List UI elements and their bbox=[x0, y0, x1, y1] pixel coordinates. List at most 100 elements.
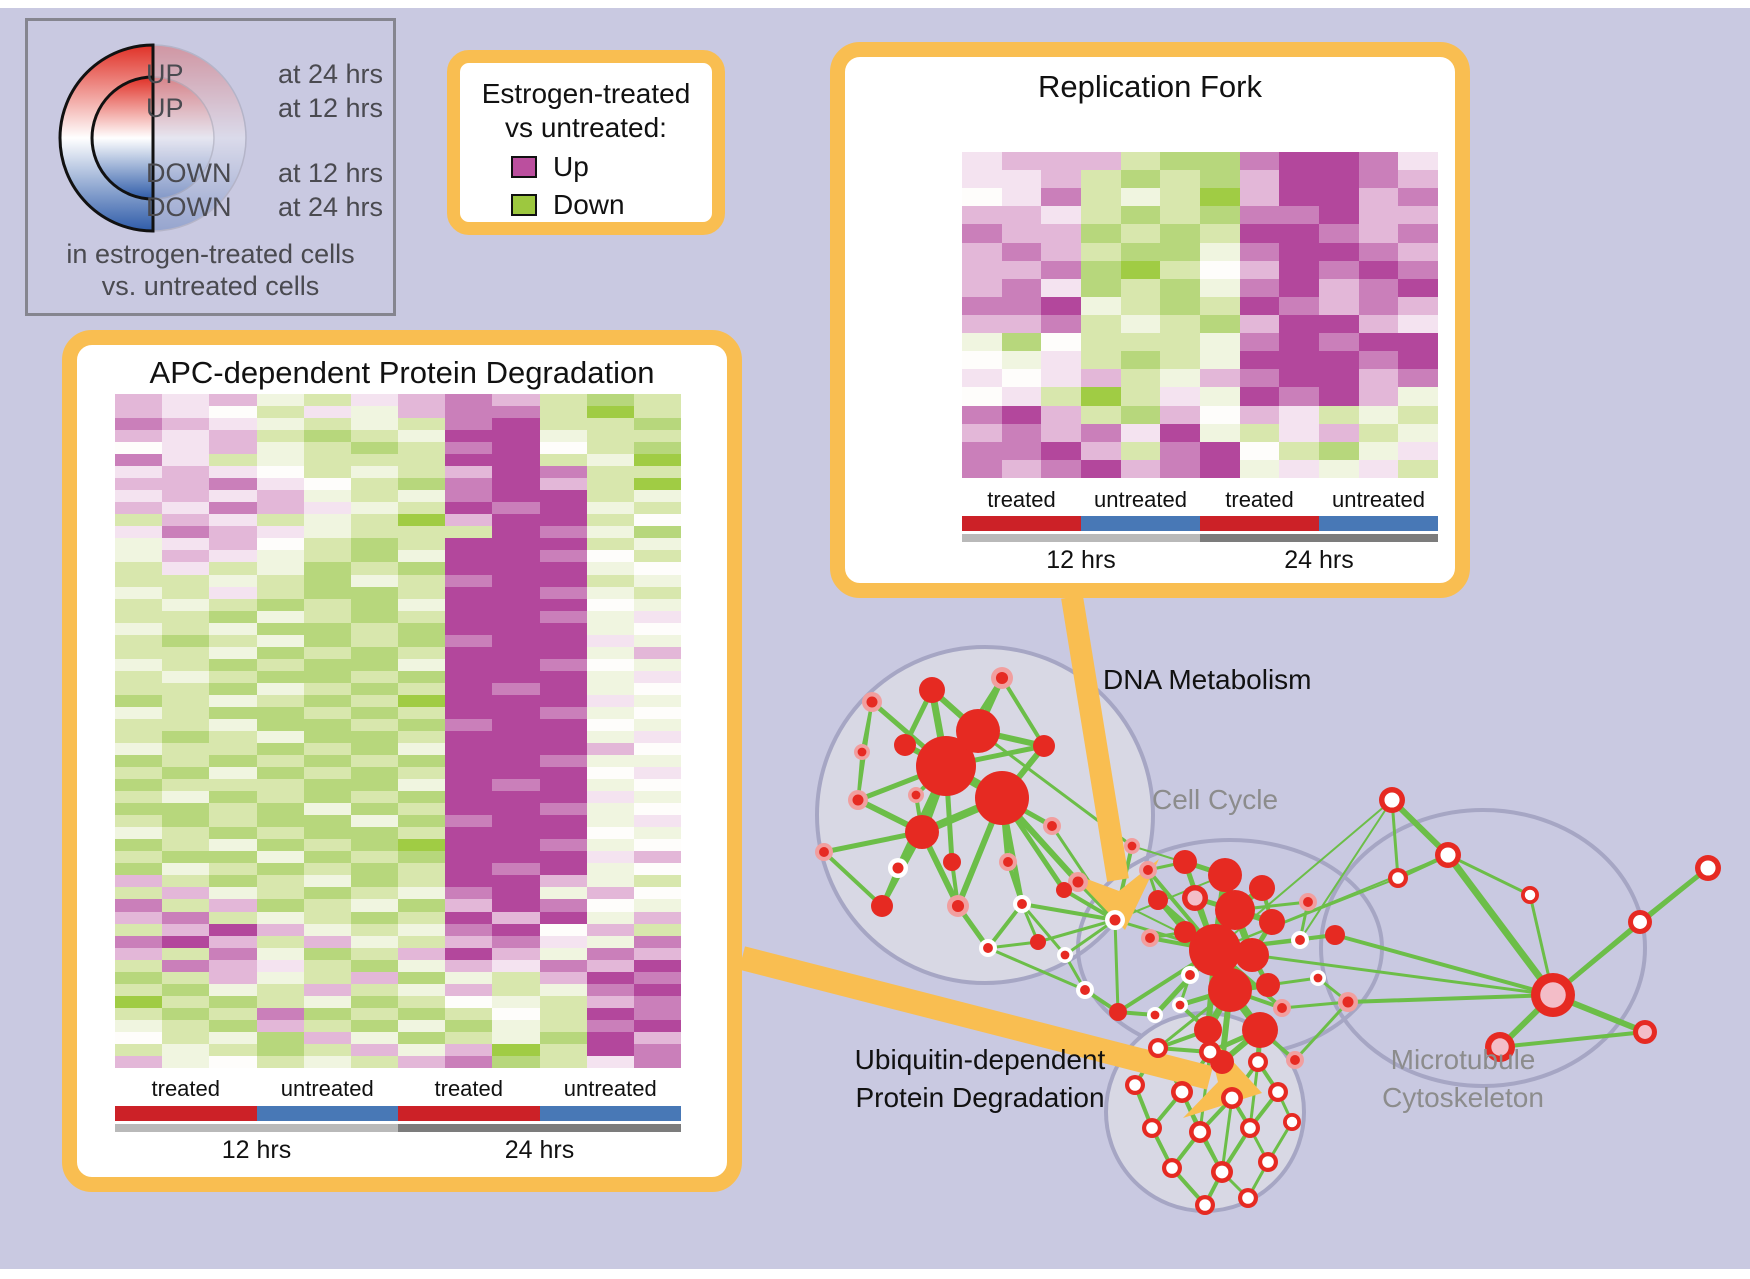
heatmap-cell bbox=[162, 1043, 210, 1056]
heatmap-cell bbox=[1279, 224, 1319, 243]
heatmap-cell bbox=[162, 875, 210, 888]
heatmap-cell bbox=[633, 490, 681, 503]
heatmap-cell bbox=[1001, 459, 1042, 478]
heatmap-cell bbox=[256, 574, 304, 587]
heatmap-cell bbox=[350, 755, 398, 768]
heatmap-cell bbox=[445, 851, 493, 864]
heatmap-cell bbox=[209, 526, 257, 539]
heatmap-cell bbox=[1239, 188, 1280, 207]
heatmap-cell bbox=[1041, 351, 1081, 370]
heatmap-cell bbox=[1001, 369, 1042, 388]
heatmap-cell bbox=[1398, 278, 1438, 297]
heatmap-cell bbox=[303, 947, 351, 960]
heatmap-cell bbox=[633, 562, 681, 575]
heatmap-cell bbox=[1160, 441, 1200, 460]
heatmap-cell bbox=[398, 562, 446, 575]
heatmap-cell bbox=[1279, 459, 1319, 478]
heatmap-cell bbox=[1239, 387, 1280, 406]
heatmap-cell bbox=[162, 418, 210, 431]
heatmap-cell bbox=[539, 983, 587, 996]
heatmap-cell bbox=[445, 610, 493, 623]
network-node-core bbox=[1384, 792, 1400, 808]
heatmap-cell bbox=[586, 406, 634, 419]
heatmap-cell bbox=[256, 442, 304, 455]
heatmap-cell bbox=[1120, 242, 1161, 261]
heatmap-cell bbox=[256, 815, 304, 828]
heatmap-cell bbox=[209, 622, 257, 635]
heatmap-cell bbox=[350, 574, 398, 587]
heatmap-cell bbox=[492, 1055, 540, 1068]
heatmap-cell bbox=[633, 718, 681, 731]
heatmap-cell bbox=[209, 851, 257, 864]
network-node bbox=[916, 736, 976, 796]
heatmap-cell bbox=[1160, 387, 1200, 406]
heatmap-cell bbox=[256, 1043, 304, 1056]
heatmap-cell bbox=[1081, 278, 1121, 297]
heatmap-cell bbox=[1358, 459, 1399, 478]
dial-inner-left-half bbox=[90, 75, 155, 201]
heatmap-cell bbox=[962, 441, 1002, 460]
heatmap-cell bbox=[115, 1043, 163, 1056]
heatmap-cell bbox=[539, 526, 587, 539]
heatmap-cell bbox=[539, 815, 587, 828]
heatmap-cell bbox=[962, 278, 1002, 297]
heatmap-cell bbox=[1319, 188, 1359, 207]
network-node-core bbox=[951, 899, 965, 913]
heatmap-cell bbox=[162, 634, 210, 647]
heatmap-cell bbox=[445, 394, 493, 407]
heatmap-cell bbox=[209, 935, 257, 948]
heatmap-cell bbox=[162, 682, 210, 695]
heatmap-cell bbox=[209, 490, 257, 503]
network-node-core bbox=[1060, 950, 1070, 960]
heatmap-cell bbox=[962, 351, 1002, 370]
heatmap-cell bbox=[162, 574, 210, 587]
heatmap-cell bbox=[256, 899, 304, 912]
heatmap-cell bbox=[115, 971, 163, 984]
heatmap-cell bbox=[1120, 441, 1161, 460]
heatmap-cell bbox=[303, 454, 351, 467]
heatmap-cell bbox=[633, 406, 681, 419]
heatmap-cell bbox=[539, 478, 587, 491]
heatmap-cell bbox=[633, 730, 681, 744]
heatmap-cell bbox=[115, 779, 163, 792]
network-node-core bbox=[1262, 1156, 1274, 1168]
heatmap-cell bbox=[1081, 242, 1121, 261]
heatmap-cell bbox=[209, 394, 257, 407]
heatmap-cell bbox=[1120, 170, 1161, 189]
heatmap-cell bbox=[1398, 351, 1438, 370]
heatmap-cell bbox=[1398, 333, 1438, 352]
heatmap-cell bbox=[1279, 441, 1319, 460]
heatmap-cell bbox=[303, 971, 351, 984]
heatmap-cell bbox=[633, 454, 681, 467]
heatmap-cell bbox=[256, 1019, 304, 1032]
heatmap-cell bbox=[1358, 170, 1399, 189]
heatmap-cell bbox=[1120, 351, 1161, 370]
heatmap-cell bbox=[1319, 314, 1359, 334]
heatmap-cell bbox=[586, 1031, 634, 1044]
network-edge bbox=[1214, 877, 1399, 951]
heatmap-cell bbox=[539, 959, 587, 972]
heatmap-cell bbox=[1319, 441, 1359, 460]
heatmap-cell bbox=[492, 430, 540, 443]
apc-time-label-24: 24 hrs bbox=[504, 1136, 575, 1164]
estrogen-color-legend: Estrogen-treated vs untreated: Up Down bbox=[447, 50, 725, 235]
heatmap-cell bbox=[350, 718, 398, 731]
condition-bar bbox=[962, 516, 1081, 531]
heatmap-cell bbox=[539, 887, 587, 900]
heatmap-cell bbox=[633, 923, 681, 936]
apc-heatmap bbox=[115, 394, 681, 1068]
heatmap-cell bbox=[445, 442, 493, 455]
heatmap-cell bbox=[1081, 387, 1121, 406]
heatmap-cell bbox=[162, 550, 210, 563]
heatmap-cell bbox=[1081, 423, 1121, 442]
heatmap-cell bbox=[115, 1055, 163, 1068]
heatmap-cell bbox=[256, 454, 304, 467]
heatmap-cell bbox=[539, 995, 587, 1008]
heatmap-cell bbox=[633, 911, 681, 924]
heatmap-cell bbox=[162, 755, 210, 768]
network-node bbox=[1208, 968, 1252, 1012]
heatmap-cell bbox=[209, 995, 257, 1008]
heatmap-cell bbox=[492, 767, 540, 780]
heatmap-cell bbox=[492, 983, 540, 996]
heatmap-cell bbox=[633, 682, 681, 695]
